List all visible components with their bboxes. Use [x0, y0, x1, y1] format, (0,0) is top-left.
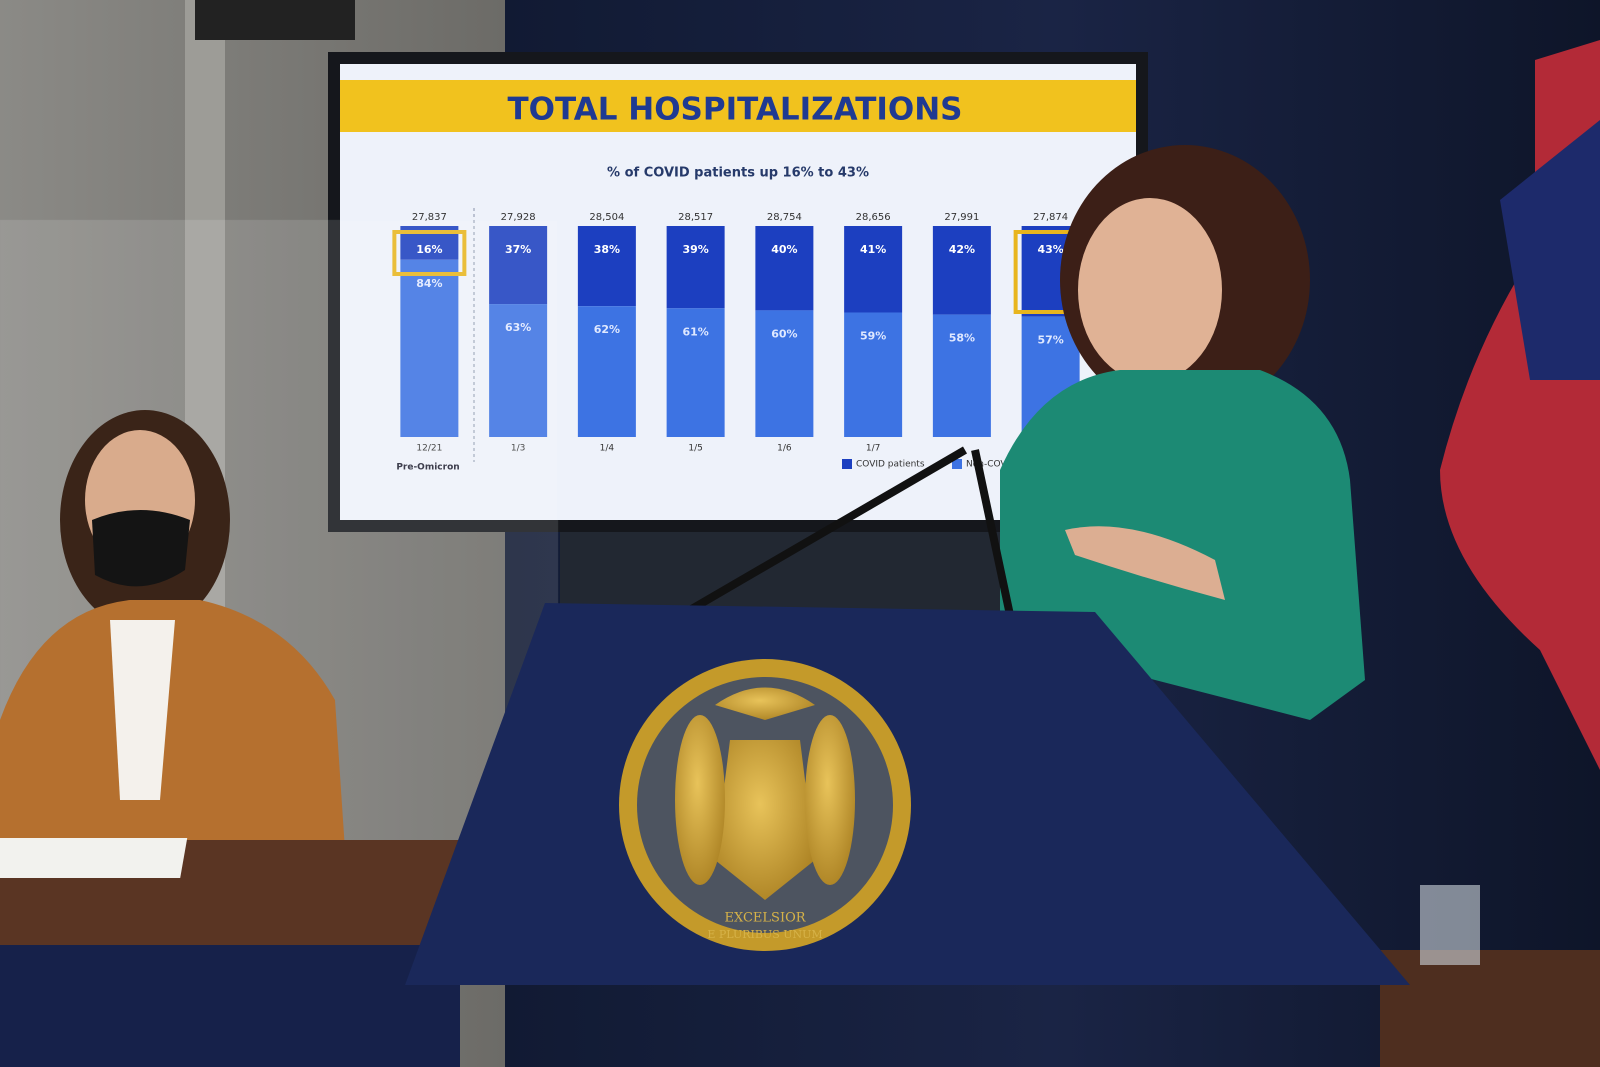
value-label: 63% — [505, 321, 531, 334]
highlight-box — [392, 230, 467, 276]
value-label: 58% — [949, 332, 975, 345]
value-label: 59% — [860, 330, 886, 343]
bar-segment — [489, 226, 548, 305]
bar-segment — [932, 314, 991, 437]
chart-subtitle: % of COVID patients up 16% to 43% — [607, 166, 869, 181]
value-label: 84% — [416, 277, 442, 290]
value-label: 62% — [594, 323, 620, 336]
value-label: 40% — [771, 243, 797, 256]
title-banner — [340, 80, 1136, 132]
flag-canton — [1500, 120, 1600, 380]
table-skirt — [0, 945, 460, 1067]
legend-swatch — [952, 459, 962, 469]
total-label: 27,991 — [944, 212, 979, 223]
face-right — [1078, 198, 1222, 382]
microphone — [971, 449, 1014, 616]
hand — [1065, 526, 1225, 600]
bar-segment — [666, 308, 725, 437]
value-label: 41% — [860, 243, 886, 256]
x-tick-label: 1/4 — [600, 444, 615, 454]
value-label: 42% — [949, 243, 975, 256]
bar-segment — [577, 306, 636, 437]
jacket-left — [0, 600, 345, 850]
value-label: 38% — [594, 243, 620, 256]
bar-segment — [844, 226, 903, 313]
value-label: 60% — [771, 327, 797, 340]
value-label: 16% — [416, 243, 442, 256]
screen-chart: TOTAL HOSPITALIZATIONS % of COVID patien… — [392, 92, 1088, 473]
seal-figure — [675, 715, 725, 885]
seal-figure — [805, 715, 855, 885]
screen-stand — [560, 532, 1000, 612]
water-glass — [1420, 885, 1480, 965]
bar-segment — [577, 226, 636, 307]
screen — [340, 64, 1136, 520]
x-tick-label: 12/21 — [416, 444, 442, 454]
x-tick-label: 1/3 — [511, 444, 525, 454]
value-label: 37% — [505, 243, 531, 256]
total-label: 28,504 — [589, 212, 624, 223]
bar-segment — [666, 226, 725, 309]
notepad — [0, 838, 188, 878]
seal-shield — [715, 740, 815, 900]
microphone — [687, 446, 968, 614]
x-tick-label: 1/7 — [866, 444, 880, 454]
total-label: 28,656 — [856, 212, 891, 223]
shirt-left — [110, 620, 175, 800]
bar-segment — [932, 226, 991, 315]
bar-segment — [755, 310, 814, 437]
bar-segment — [844, 312, 903, 437]
bar-segment — [489, 304, 548, 437]
value-label: 57% — [1037, 334, 1063, 347]
value-label: 39% — [682, 243, 708, 256]
chart-title: TOTAL HOSPITALIZATIONS — [507, 92, 962, 128]
x-tick-label: 1/5 — [688, 444, 702, 454]
value-label: 43% — [1037, 243, 1063, 256]
total-label: 28,517 — [678, 212, 713, 223]
seal-motto: E PLURIBUS UNUM — [707, 928, 822, 941]
mask — [92, 510, 190, 587]
legend-label: COVID patients — [856, 460, 925, 470]
table-right — [1380, 950, 1600, 1067]
x-tick-label: 1/6 — [777, 444, 792, 454]
seal-eagle — [715, 687, 815, 720]
total-label: 28,754 — [767, 212, 802, 223]
legend-swatch — [842, 459, 852, 469]
total-label: 27,837 — [412, 212, 447, 223]
total-label: 27,928 — [501, 212, 536, 223]
total-label: 27,874 — [1033, 212, 1068, 223]
stage-light — [195, 0, 355, 40]
bar-segment — [755, 226, 814, 311]
group-label: Pre-Omicron — [396, 463, 459, 473]
seal-motto: EXCELSIOR — [724, 911, 806, 926]
value-label: 61% — [682, 325, 708, 338]
bar-segment — [400, 259, 459, 437]
